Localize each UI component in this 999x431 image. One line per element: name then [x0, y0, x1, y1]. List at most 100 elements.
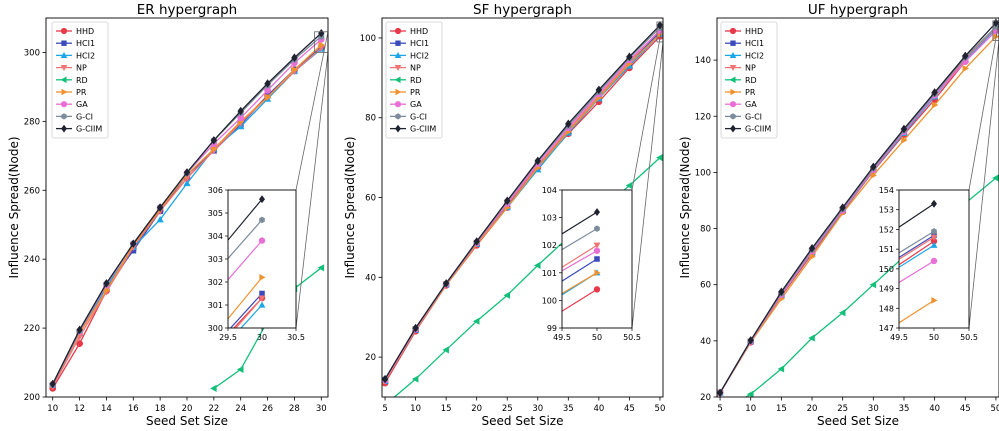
x-tick-label: 10: [47, 404, 58, 414]
x-axis-label: Seed Set Size: [482, 414, 564, 428]
y-tick-label: 80: [700, 225, 711, 235]
inset-line-hhd: [899, 240, 935, 266]
legend-label: HHD: [745, 27, 763, 36]
inset-x-tick-label: 49.5: [890, 333, 908, 342]
plot-frame: [45, 17, 329, 398]
y-tick-label: 100: [360, 34, 376, 44]
series-line-pr: [719, 36, 997, 394]
inset-line-np: [562, 244, 598, 268]
inset-x-tick-label: 50: [929, 333, 939, 342]
data-point-g-ciim: [130, 239, 137, 248]
inset-line-ga: [562, 250, 598, 272]
data-point-rd: [317, 264, 325, 272]
inset-line-pr: [899, 299, 935, 324]
legend-label: RD: [410, 76, 422, 85]
legend-marker: [730, 40, 736, 46]
data-point-rd: [869, 281, 877, 289]
inset-line-g-ci: [562, 228, 598, 251]
inset-y-tick-label: 100: [542, 296, 557, 305]
inset-y-tick-label: 149: [879, 285, 894, 294]
legend-label: G-CIIM: [410, 125, 436, 134]
data-point-hci2: [183, 179, 191, 187]
y-axis-label: Influence Spread(Node): [678, 136, 692, 278]
data-point-g-ciim: [870, 162, 877, 172]
data-point-g-ciim: [778, 287, 785, 296]
data-point-rd: [210, 384, 217, 392]
x-tick-label: 40: [929, 404, 940, 414]
inset-line-g-ci: [228, 219, 263, 259]
legend: HHD HCI1 HCI2 NP RD PR GA G-CI G-CIIM: [51, 21, 109, 139]
y-tick-label: 20: [700, 393, 711, 403]
data-point-g-ciim: [808, 243, 816, 253]
inset-line-ga: [228, 240, 263, 281]
legend-marker: [61, 88, 68, 96]
x-tick-label: 40: [593, 404, 604, 414]
series-group: [49, 28, 326, 392]
inset-y-tick-label: 152: [879, 225, 894, 234]
legend-marker: [395, 113, 401, 120]
inset-point-g-ci: [931, 228, 937, 235]
data-point-g-ciim: [156, 203, 164, 212]
data-point-g-ciim: [237, 106, 244, 116]
data-point-rd: [992, 174, 999, 182]
legend-marker: [729, 65, 737, 72]
legend-marker: [729, 76, 736, 84]
inset-y-tick-label: 104: [542, 186, 557, 195]
inset-line-pr: [228, 277, 263, 320]
legend-marker: [729, 27, 737, 35]
inset-y-tick-label: 101: [542, 269, 557, 278]
data-point-rd: [808, 334, 815, 342]
x-tick-label: 10: [410, 404, 421, 414]
inset-y-tick-label: 300: [208, 324, 223, 333]
inset-y-tick-label: 103: [542, 214, 557, 223]
legend-marker: [60, 27, 68, 35]
inset-series-group: [899, 199, 938, 324]
data-point-g-ciim: [504, 196, 511, 205]
x-tick-label: 50: [991, 404, 999, 414]
y-tick-label: 200: [24, 393, 40, 403]
legend-label: GA: [410, 100, 422, 109]
inset-line-hci1: [899, 234, 935, 258]
y-tick-label: 280: [24, 117, 40, 127]
x-tick-label: 16: [128, 404, 139, 414]
x-axis-label: Seed Set Size: [146, 414, 228, 428]
data-point-rd: [656, 154, 663, 162]
legend-box: [720, 21, 778, 139]
data-point-g-ciim: [656, 20, 663, 30]
data-point-pr: [870, 171, 878, 179]
inset-y-tick-label: 151: [879, 245, 894, 254]
legend-marker: [395, 88, 402, 96]
y-tick-label: 100: [695, 168, 711, 178]
legend-marker: [729, 51, 737, 58]
panel-1: ER hypergraph Seed Set Size Influence Spre…: [7, 2, 329, 428]
data-point-rd: [777, 365, 785, 373]
y-tick-label: 300: [24, 48, 40, 58]
x-tick-label: 20: [807, 404, 818, 414]
data-point-g-ciim: [412, 323, 419, 333]
inset-x-tick-label: 29.5: [219, 333, 237, 342]
plot-frame: [716, 17, 999, 398]
data-point-g-ciim: [962, 51, 969, 61]
inset-line-g-ciim: [562, 211, 598, 235]
data-point-g-ciim: [900, 124, 908, 134]
data-point-g-ciim: [595, 85, 603, 95]
data-point-g-ciim: [210, 136, 218, 145]
legend-label: RD: [745, 76, 757, 85]
series-line-g-ciim: [719, 22, 997, 394]
inset-y-tick-label: 154: [879, 186, 894, 195]
legend-label: HCI1: [76, 39, 95, 48]
inset-line-ga: [899, 260, 935, 283]
data-point-g-ciim: [291, 53, 298, 62]
inset-series-group: [228, 195, 266, 328]
inset-axes: 29.5 30 30.5 300 301 302 303 304 305 306: [208, 186, 305, 342]
data-point-rd: [534, 261, 541, 269]
y-tick-label: 60: [365, 194, 376, 204]
legend-label: G-CI: [745, 112, 762, 121]
inset-line-hci2: [899, 244, 935, 268]
zoom-connector: [968, 40, 999, 329]
inset-point-g-ci: [594, 225, 600, 232]
inset-point-pr: [259, 273, 266, 281]
inset-point-hci1: [594, 256, 600, 262]
inset-x-tick-label: 30.5: [287, 333, 305, 342]
data-point-rd: [411, 375, 419, 383]
